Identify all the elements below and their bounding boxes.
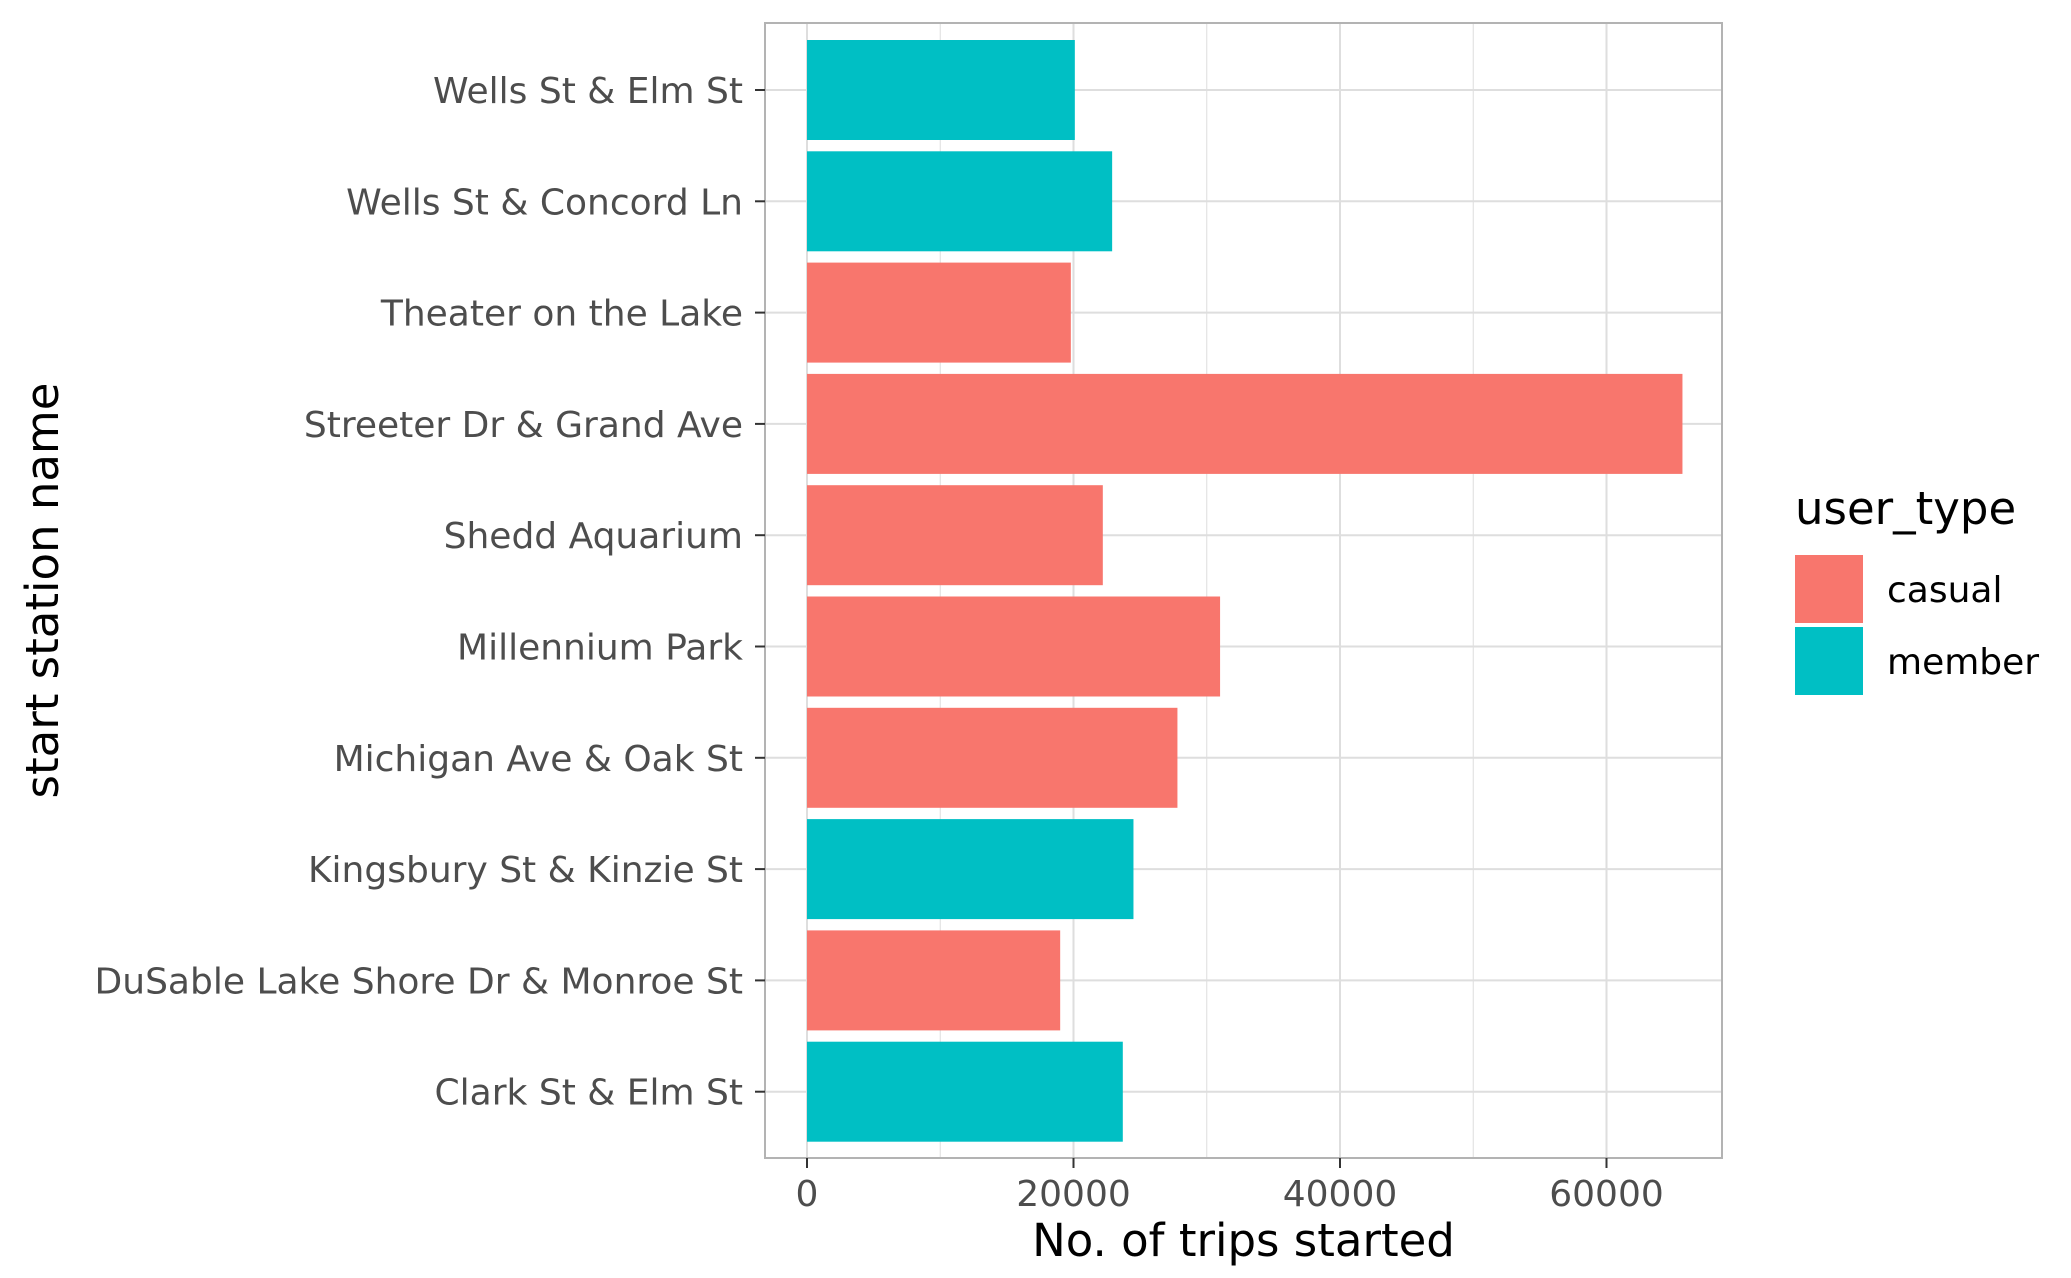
bar-member <box>807 1041 1123 1142</box>
bar-casual <box>807 373 1683 474</box>
bar-member <box>807 819 1134 920</box>
x-axis-title: No. of trips started <box>1032 1214 1455 1267</box>
bar-casual <box>807 262 1071 363</box>
bar-member <box>807 40 1075 140</box>
y-axis: Wells St & Elm St Wells St & Concord Ln Th… <box>95 71 765 1114</box>
y-tick-label: DuSable Lake Shore Dr & Monroe St <box>95 961 743 1002</box>
bar-casual <box>807 930 1061 1031</box>
x-tick-label: 60000 <box>1549 1174 1664 1215</box>
legend-label: member <box>1887 642 2039 683</box>
y-tick-label: Theater on the Lake <box>380 294 743 335</box>
y-tick-label: Clark St & Elm St <box>435 1073 743 1114</box>
y-tick-label: Shedd Aquarium <box>444 516 743 557</box>
bar-casual <box>807 707 1178 808</box>
y-tick-label: Wells St & Elm St <box>433 71 743 112</box>
x-axis: 0 20000 40000 60000 <box>796 1158 1664 1215</box>
y-axis-title: start station name <box>16 383 69 799</box>
x-tick-label: 0 <box>796 1174 819 1215</box>
legend-swatch-casual <box>1795 555 1863 623</box>
y-tick-label: Streeter Dr & Grand Ave <box>304 405 743 446</box>
bar-casual <box>807 485 1103 586</box>
bar-member <box>807 151 1113 252</box>
y-tick-label: Kingsbury St & Kinzie St <box>308 850 743 891</box>
bar-casual <box>807 596 1221 697</box>
legend-label: casual <box>1887 570 2003 611</box>
panel-border <box>764 22 1723 1159</box>
y-tick-label: Millennium Park <box>457 628 743 669</box>
bars <box>807 40 1683 1142</box>
x-tick-label: 40000 <box>1283 1174 1398 1215</box>
x-tick-label: 20000 <box>1016 1174 1131 1215</box>
y-tick-label: Michigan Ave & Oak St <box>334 739 743 780</box>
legend-swatch-member <box>1795 627 1863 695</box>
y-tick-label: Wells St & Concord Ln <box>346 182 743 223</box>
legend-title: user_type <box>1795 482 2016 535</box>
legend: user_type casual member <box>1795 482 2039 695</box>
